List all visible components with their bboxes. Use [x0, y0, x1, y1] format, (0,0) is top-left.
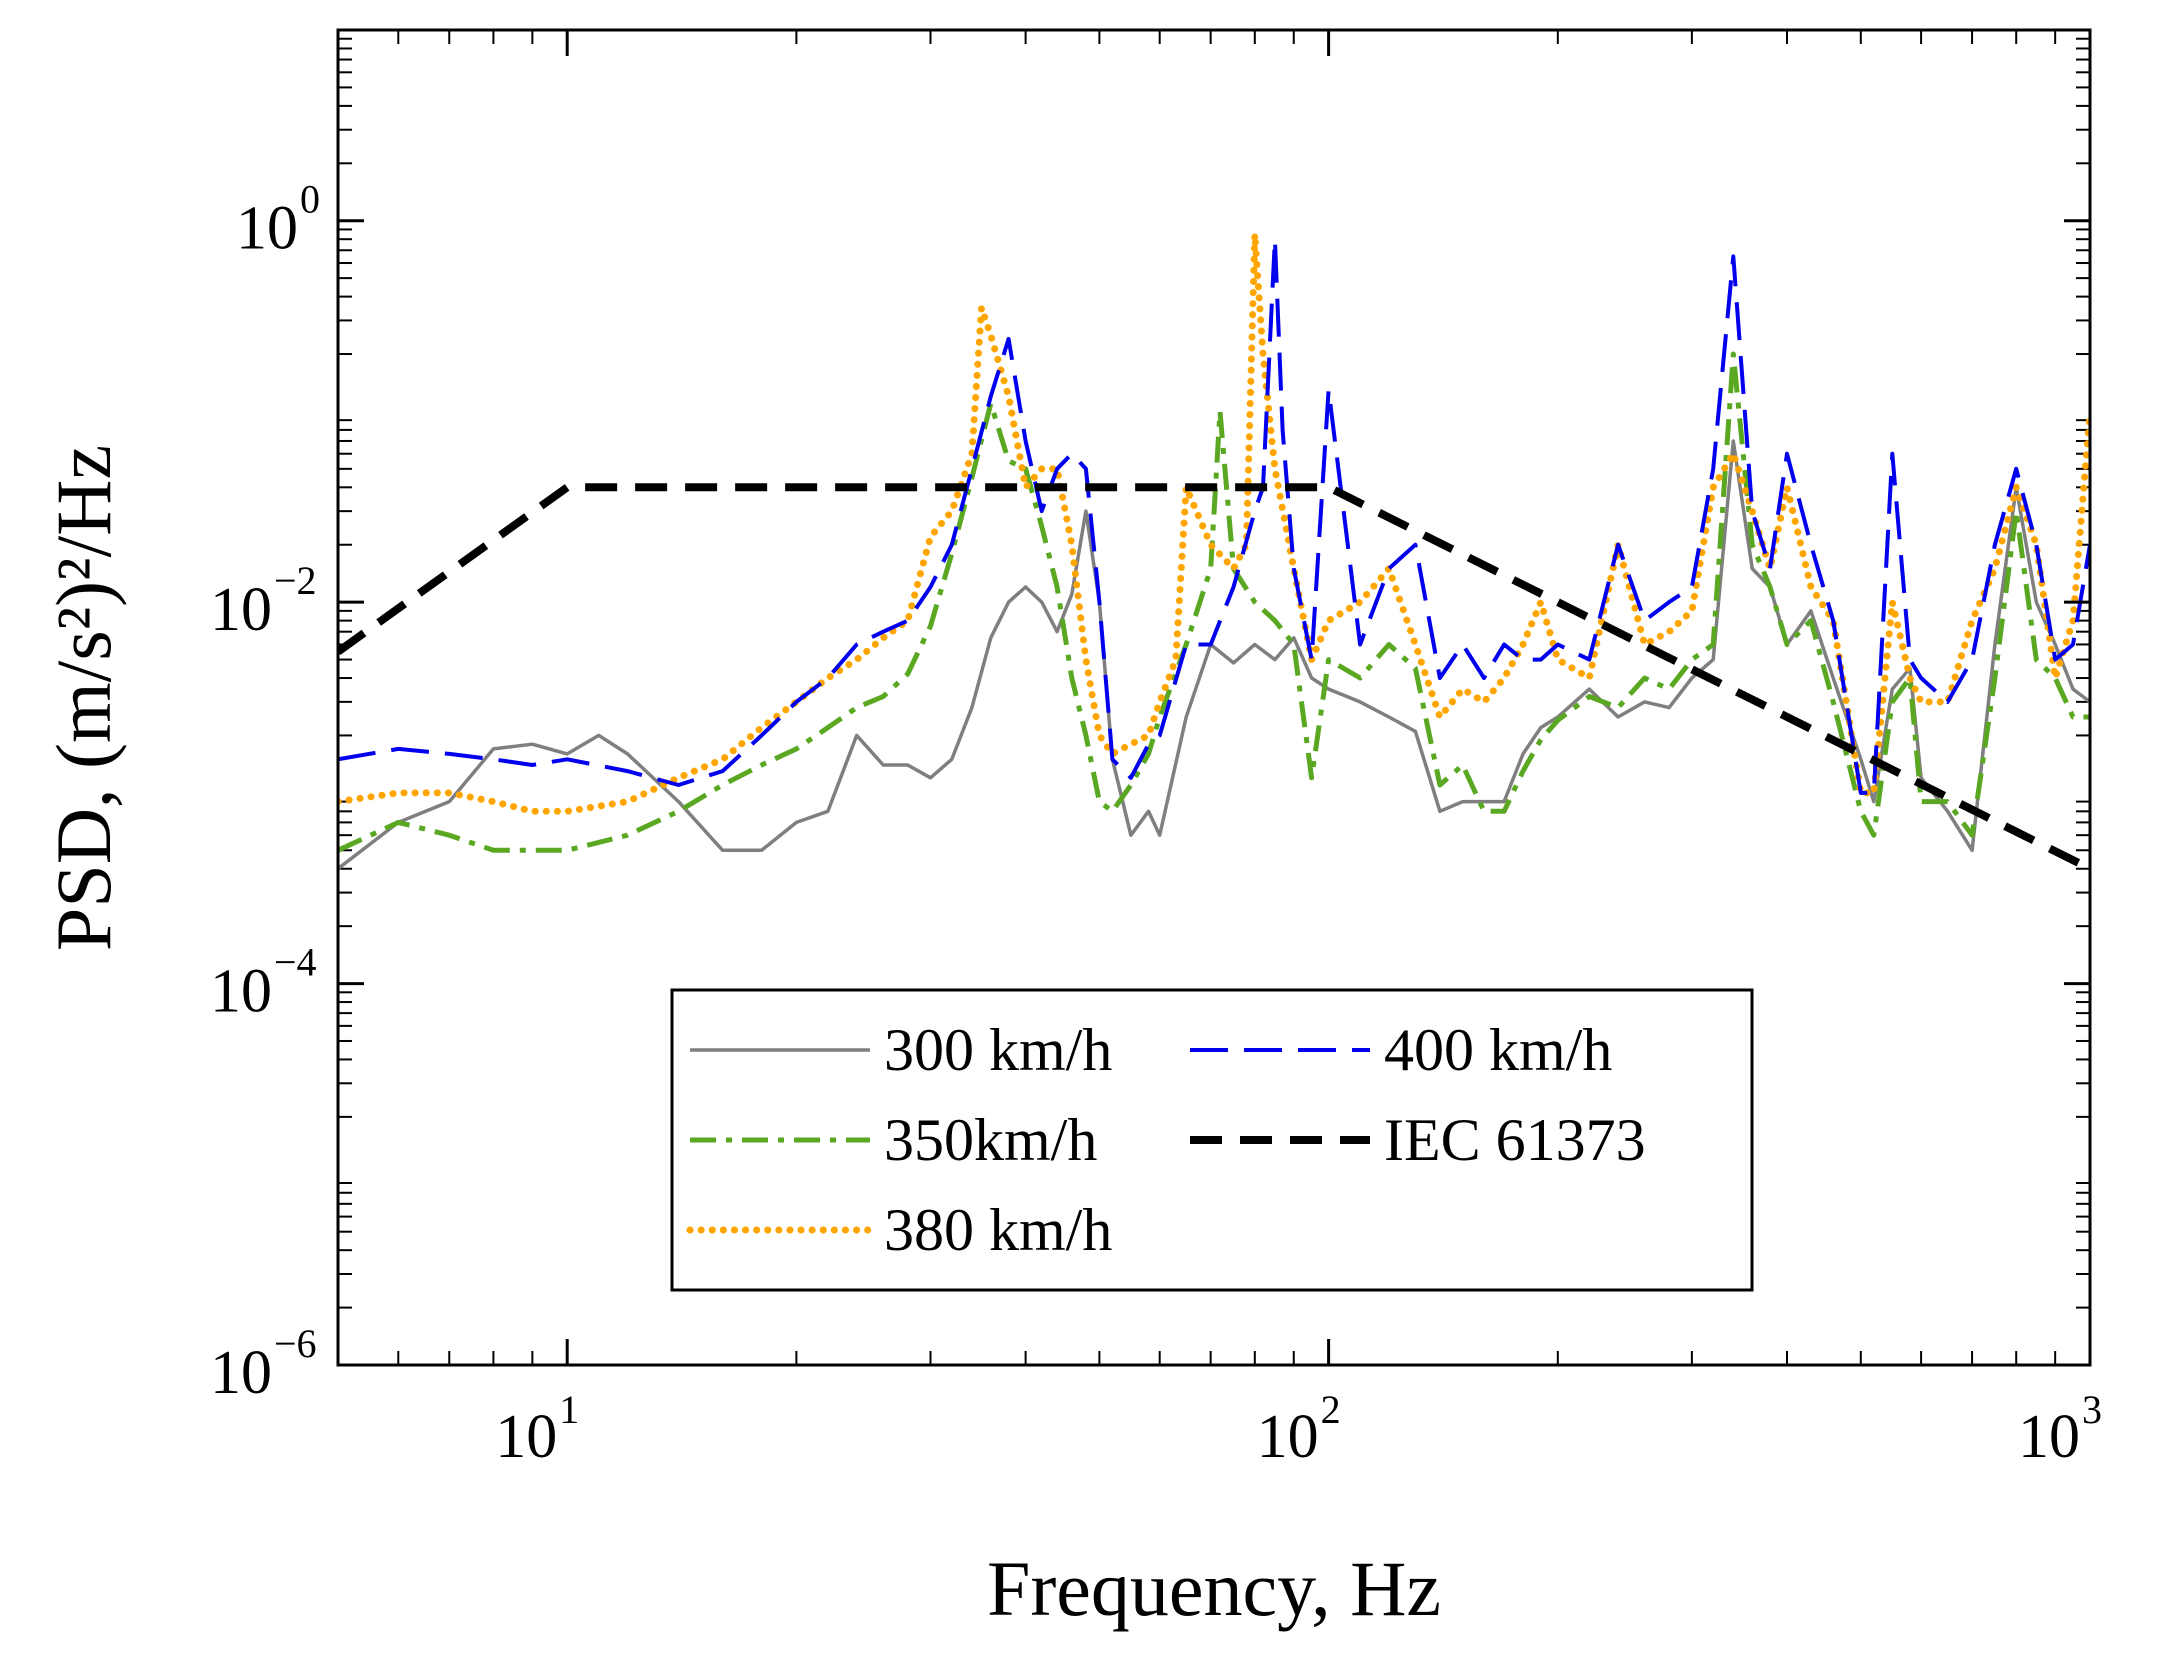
y-tick-base: 10 [210, 576, 272, 644]
y-axis-label: PSD, (m/s²)²/Hz [40, 445, 127, 951]
series-line-400-kmh [338, 237, 2090, 795]
legend: 300 km/h 400 km/h 350km/h IEC 61373 380 km/h [670, 988, 1754, 1292]
y-tick-label: 10 −6 [210, 1321, 317, 1407]
y-tick-base: 10 [210, 1339, 272, 1407]
y-tick-base: 10 [210, 958, 272, 1026]
x-tick-exponent: 3 [2082, 1387, 2102, 1432]
x-tick-labels: 10 1 10 2 10 3 [495, 1387, 2102, 1471]
legend-label: 380 km/h [884, 1197, 1112, 1263]
y-tick-exponent: −2 [274, 558, 317, 603]
x-tick-exponent: 2 [1321, 1387, 1341, 1432]
x-tick-label: 10 2 [1257, 1387, 1341, 1471]
legend-label: 350km/h [884, 1107, 1097, 1173]
x-tick-base: 10 [1257, 1403, 1319, 1471]
legend-item: 400 km/h [1190, 1017, 1612, 1083]
series-layer [338, 230, 2090, 873]
series-line-350kmh [338, 351, 2090, 853]
y-tick-label: 10 −4 [210, 940, 317, 1026]
y-tick-base: 10 [236, 195, 298, 263]
legend-item: IEC 61373 [1190, 1107, 1646, 1173]
y-tick-exponent: −4 [274, 940, 317, 985]
major-ticks [338, 30, 2092, 1367]
y-tick-label: 10 −2 [210, 558, 317, 644]
legend-label: 300 km/h [884, 1017, 1112, 1083]
legend-label: IEC 61373 [1384, 1107, 1646, 1173]
x-tick-label: 10 3 [2018, 1387, 2102, 1471]
x-axis-label: Frequency, Hz [987, 1545, 1441, 1632]
legend-item: 300 km/h [690, 1017, 1112, 1083]
x-tick-base: 10 [495, 1403, 557, 1471]
legend-label: 400 km/h [1384, 1017, 1612, 1083]
x-tick-exponent: 1 [559, 1387, 579, 1432]
minor-ticks [338, 30, 2090, 1365]
y-tick-label: 10 0 [236, 177, 320, 263]
x-tick-label: 10 1 [495, 1387, 579, 1471]
y-tick-exponent: 0 [300, 177, 320, 222]
plot-frame [336, 28, 2092, 1367]
y-tick-exponent: −6 [274, 1321, 317, 1366]
legend-item: 380 km/h [686, 1197, 1112, 1263]
x-tick-base: 10 [2018, 1403, 2080, 1471]
legend-item: 350km/h [690, 1107, 1097, 1173]
series-line-iec-61373 [338, 483, 2090, 873]
